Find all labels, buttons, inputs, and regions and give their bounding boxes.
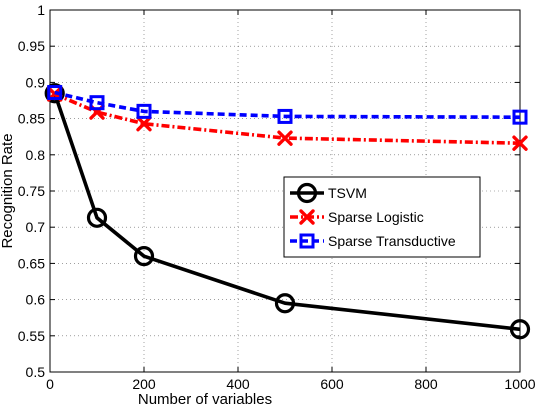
y-tick-label: 0.8: [26, 147, 46, 163]
legend-entry: Sparse Transductive: [290, 233, 456, 249]
x-tick-label: 0: [46, 376, 54, 392]
y-tick-label: 0.5: [26, 364, 46, 380]
legend-label: Sparse Logistic: [328, 209, 424, 225]
legend-marker: [296, 182, 318, 204]
legend-label: Sparse Transductive: [328, 233, 456, 249]
data-point: [509, 319, 531, 340]
series-sparse-logistic: [47, 86, 528, 151]
data-point: [136, 115, 152, 132]
marker-stroke: [512, 135, 528, 151]
marker-stroke: [299, 209, 315, 225]
data-point: [47, 85, 63, 101]
x-axis-label: Number of variables: [138, 391, 272, 408]
axes: 0 200 400 600 800 1000 0.5 0.55 0.6 0.65 0.7 0.75 0.…: [18, 2, 536, 392]
data-point: [512, 109, 528, 125]
marker-stroke: [136, 115, 152, 132]
legend-marker: [299, 233, 315, 249]
data-point: [274, 293, 296, 314]
y-tick-label: 0.55: [18, 328, 45, 344]
series-tsvm: [44, 83, 531, 340]
y-tick-label: 0.6: [26, 292, 46, 308]
marker-stroke: [277, 130, 293, 146]
y-tick-label: 0.9: [26, 74, 46, 90]
x-tick-label: 600: [320, 376, 344, 392]
data-point: [86, 207, 108, 228]
data-point: [136, 103, 152, 119]
x-tick-label: 800: [414, 376, 438, 392]
legend-entry: TSVM: [290, 182, 367, 204]
legend: TSVM Sparse Logistic Sparse Transductive: [283, 176, 481, 258]
series-line: [54, 90, 521, 119]
y-tick-label: 0.85: [18, 111, 45, 127]
data-point: [44, 83, 65, 104]
legend-label: TSVM: [328, 185, 367, 201]
series-sparse-transductive: [47, 85, 528, 125]
legend-entry: Sparse Logistic: [290, 209, 424, 225]
data-point: [277, 108, 293, 124]
data-point: [512, 135, 528, 151]
y-tick-label: 0.95: [18, 38, 45, 54]
y-tick-label: 0.65: [18, 255, 45, 271]
y-tick-label: 0.7: [26, 219, 46, 235]
x-tick-label: 1000: [504, 376, 535, 392]
y-axis-label: Recognition Rate: [0, 133, 16, 248]
y-tick-label: 1: [37, 2, 45, 18]
legend-marker: [299, 209, 315, 225]
series-line: [52, 92, 521, 332]
x-tick-label: 400: [226, 376, 250, 392]
data-point: [277, 130, 293, 146]
data-point: [133, 246, 155, 267]
data-point: [89, 95, 105, 111]
x-tick-label: 200: [132, 376, 156, 392]
y-tick-label: 0.75: [18, 183, 45, 199]
series-layer: [44, 83, 531, 340]
